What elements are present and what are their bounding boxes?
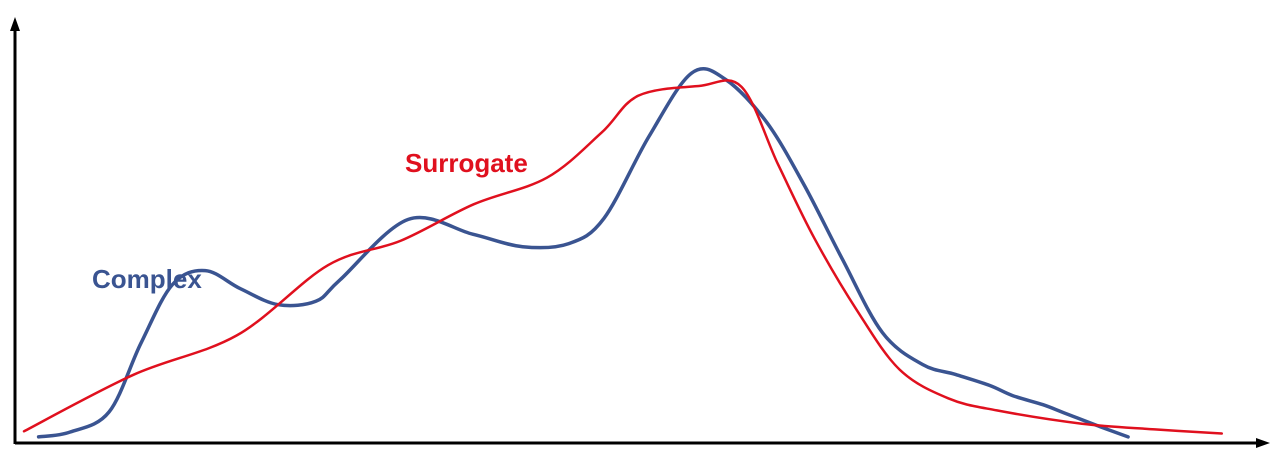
series-label-surrogate: Surrogate	[405, 148, 528, 178]
axes	[10, 17, 1270, 448]
series-layer	[22, 67, 1224, 439]
series-line-complex	[36, 67, 1130, 439]
y-axis-arrow	[10, 17, 20, 31]
series-line-surrogate	[22, 79, 1224, 435]
x-axis-arrow	[1256, 438, 1270, 448]
series-label-complex: Complex	[92, 264, 202, 294]
